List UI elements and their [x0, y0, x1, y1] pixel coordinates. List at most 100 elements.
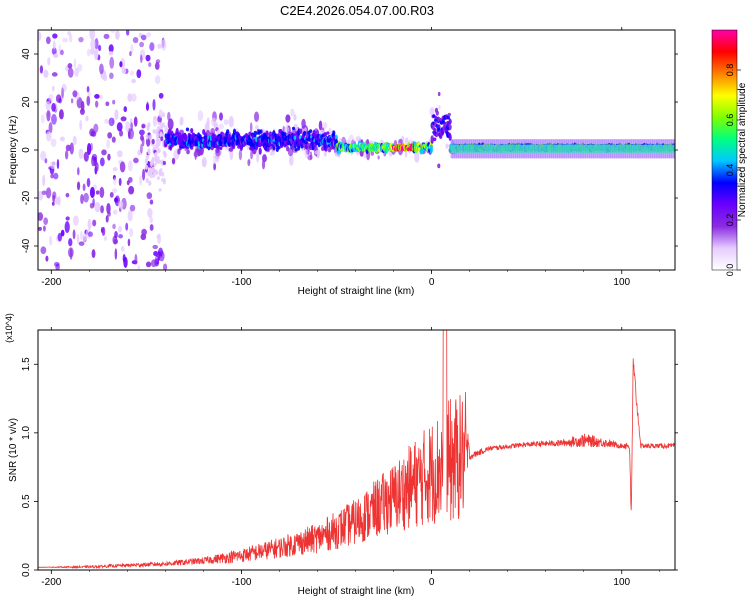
heatmap-cell — [108, 117, 115, 127]
heatmap-cell — [62, 37, 68, 43]
heatmap-cell — [404, 151, 408, 158]
heatmap-cell — [149, 199, 154, 205]
heatmap-band-core — [541, 144, 545, 153]
heatmap-cell — [326, 131, 330, 135]
heatmap-cell — [91, 249, 96, 258]
heatmap-cell — [120, 245, 125, 252]
heatmap-cell — [59, 136, 65, 142]
heatmap-band-core — [644, 144, 647, 153]
heatmap-cell — [226, 129, 230, 134]
heatmap-band-core — [482, 144, 486, 153]
heatmap-cell — [101, 149, 107, 156]
heatmap-cell — [153, 162, 157, 167]
heatmap-cell — [108, 44, 114, 53]
heatmap-cell — [149, 42, 155, 52]
heatmap-cell — [160, 136, 164, 142]
heatmap-cell — [39, 65, 44, 74]
heatmap-cell — [94, 93, 100, 99]
x-tick-label: -200 — [41, 577, 61, 588]
heatmap-cell — [86, 48, 91, 57]
heatmap-band-core — [481, 144, 484, 153]
heatmap-cell — [53, 261, 60, 267]
heatmap-cell — [355, 135, 361, 142]
heatmap-cell — [167, 111, 171, 121]
heatmap-cell — [137, 264, 141, 270]
heatmap-band-core — [568, 144, 571, 153]
x-tick-label: -100 — [231, 277, 251, 288]
heatmap-cell — [232, 128, 237, 136]
heatmap-cell — [119, 161, 126, 173]
heatmap-band-core — [517, 144, 520, 153]
heatmap-cell — [58, 109, 64, 120]
heatmap-cell — [83, 151, 89, 162]
heatmap-cell — [78, 36, 84, 43]
heatmap-cell — [125, 121, 130, 133]
heatmap-cell — [72, 90, 78, 98]
heatmap-cell — [109, 56, 115, 69]
heatmap-cell — [44, 158, 48, 164]
heatmap-band-core — [617, 144, 621, 153]
heatmap-cell — [435, 132, 439, 137]
heatmap-cell — [90, 131, 95, 136]
heatmap-band-core — [585, 144, 588, 153]
heatmap-cell — [437, 163, 441, 169]
x-tick-label: 100 — [613, 277, 630, 288]
heatmap-band-core — [490, 144, 493, 153]
heatmap-cell — [447, 112, 451, 117]
heatmap-cell — [105, 101, 110, 107]
heatmap-cell — [155, 170, 159, 176]
heatmap-cell — [429, 106, 435, 117]
heatmap-cell — [154, 62, 160, 70]
heatmap-cell — [271, 150, 276, 156]
heatmap-cell — [133, 116, 138, 127]
heatmap-band-core — [505, 144, 508, 153]
y-tick-label: 0.5 — [21, 494, 32, 508]
heatmap-cell — [158, 109, 163, 119]
heatmap-cell — [152, 172, 156, 178]
heatmap-cell — [109, 191, 114, 198]
heatmap-cell — [448, 118, 452, 125]
heatmap-cell — [253, 111, 260, 123]
y-tick-label: 20 — [21, 96, 32, 108]
heatmap-cell — [86, 95, 91, 107]
heatmap-band-core — [606, 144, 609, 153]
heatmap-cell — [228, 115, 234, 128]
heatmap-band-core — [479, 144, 482, 153]
heatmap-band-core — [640, 144, 643, 153]
heatmap-cell — [152, 98, 156, 111]
heatmap-cell — [95, 190, 100, 195]
y-tick-label: -40 — [21, 238, 32, 253]
heatmap-cell — [77, 167, 80, 176]
heatmap-cell — [45, 36, 51, 45]
heatmap-cell — [202, 159, 205, 167]
heatmap-cell — [106, 202, 111, 215]
heatmap-band-core — [661, 144, 664, 153]
heatmap-cell — [130, 44, 134, 54]
heatmap-cell — [158, 188, 162, 192]
heatmap-cell — [104, 118, 109, 124]
heatmap-cell — [162, 263, 168, 270]
heatmap-cell — [103, 33, 110, 40]
heatmap-band-core — [488, 144, 491, 153]
heatmap-cell — [322, 122, 328, 130]
heatmap-band-core — [600, 144, 604, 153]
heatmap-cell — [92, 219, 97, 227]
heatmap-cell — [48, 235, 53, 246]
heatmap-cell — [129, 227, 134, 238]
heatmap-band-core — [636, 144, 640, 153]
heatmap-band-core — [595, 144, 598, 153]
heatmap-cell — [41, 190, 47, 196]
heatmap-cell — [76, 181, 81, 191]
heatmap-cell — [43, 69, 49, 78]
spectrogram-y-axis: -40 -20 0 20 40 — [21, 48, 678, 253]
heatmap-cell — [321, 146, 325, 152]
heatmap-band-core — [519, 144, 522, 153]
heatmap-cell — [68, 33, 73, 43]
heatmap-cell — [91, 153, 98, 161]
heatmap-cell — [323, 150, 327, 157]
heatmap-cell — [67, 247, 74, 258]
heatmap-band-core — [452, 144, 455, 153]
heatmap-cell — [404, 137, 409, 145]
heatmap-cell — [197, 110, 204, 122]
snr-panel: -200 -100 0 100 0.0 0.5 1.0 1.5 Height of stra… — [4, 313, 678, 597]
